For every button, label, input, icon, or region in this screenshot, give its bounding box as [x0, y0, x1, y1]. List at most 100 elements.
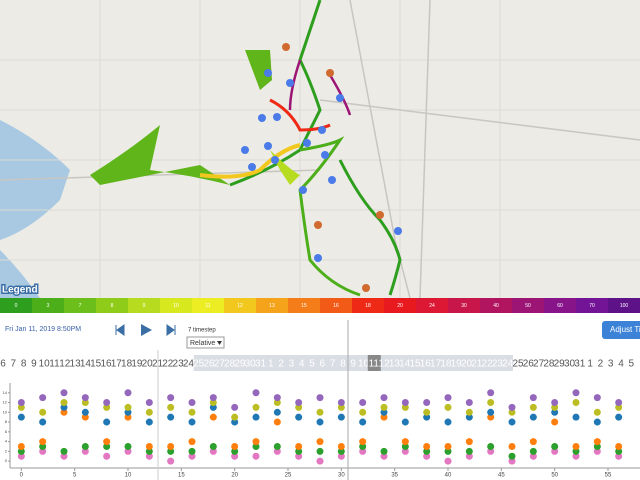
scale-label: 8	[111, 303, 114, 309]
scale-label: 10	[173, 303, 179, 309]
x-tick-label: 5	[73, 473, 77, 479]
data-point	[81, 408, 89, 416]
timeline-day: 7	[330, 359, 336, 370]
data-point	[209, 442, 217, 450]
data-point	[551, 442, 559, 450]
data-point	[295, 413, 303, 421]
data-point	[316, 408, 324, 416]
timestep-label: 7 timestep	[188, 328, 216, 334]
timeline-day: 8	[340, 359, 346, 370]
adjust-button-label[interactable]: Adjust Ti	[610, 325, 640, 334]
x-tick-label: 30	[338, 473, 345, 479]
mode-select[interactable]	[186, 336, 225, 349]
data-point	[572, 452, 580, 460]
data-point	[423, 413, 431, 421]
data-point	[508, 452, 516, 460]
select-arrow	[217, 341, 222, 345]
data-point	[487, 413, 495, 421]
data-point	[337, 452, 345, 460]
step-back-button[interactable]	[115, 324, 125, 336]
data-point	[401, 403, 409, 411]
data-point	[209, 403, 217, 411]
data-point	[529, 394, 537, 402]
step-forward-button[interactable]	[166, 324, 176, 336]
data-point	[252, 413, 260, 421]
data-point	[81, 447, 89, 455]
data-point	[487, 447, 495, 455]
timeline-window	[193, 355, 513, 371]
data-point	[572, 389, 580, 397]
timeline-day: 14	[80, 359, 92, 370]
data-point	[593, 418, 601, 426]
scale-label: 100	[620, 303, 629, 309]
scale-swatch	[544, 298, 577, 313]
data-point	[231, 418, 239, 426]
data-point	[380, 408, 388, 416]
y-tick-label: 8	[5, 419, 8, 424]
scale-swatch	[288, 298, 321, 313]
data-point	[167, 413, 175, 421]
scale-label: 7	[79, 303, 82, 309]
data-point	[337, 413, 345, 421]
timeline-day: 28	[543, 359, 555, 370]
data-point	[273, 408, 281, 416]
timeline-day: 8	[21, 359, 27, 370]
timeline-day: 6	[0, 359, 6, 370]
play-button[interactable]	[141, 324, 152, 336]
scale-label: 3	[47, 303, 50, 309]
map	[0, 0, 640, 299]
data-point	[273, 399, 281, 407]
timeline-day: 26	[523, 359, 535, 370]
data-point	[124, 447, 132, 455]
data-point	[359, 447, 367, 455]
data-point	[508, 403, 516, 411]
timeline-day: 20	[461, 359, 473, 370]
data-point	[337, 447, 345, 455]
data-point	[231, 447, 239, 455]
mode-value[interactable]: Relative	[190, 340, 215, 347]
y-tick-label: 12	[3, 400, 8, 405]
scale-label: 15	[301, 303, 307, 309]
data-point	[39, 394, 47, 402]
timeline-day: 10	[39, 359, 51, 370]
timeline-day: 20	[142, 359, 154, 370]
color-scale: 0 3 7 8 9 10 11 12 13 15 16 18 20 24 30 40 50 60 70 100	[0, 298, 640, 313]
data-point	[145, 452, 153, 460]
timeline-day: 14	[399, 359, 411, 370]
data-point	[572, 447, 580, 455]
data-point	[444, 394, 452, 402]
data-point	[380, 394, 388, 402]
data-point	[124, 403, 132, 411]
legend-title[interactable]: Legend	[1, 283, 40, 297]
data-point	[615, 442, 623, 450]
data-point	[487, 442, 495, 450]
timeline[interactable]: 6789101112131415161718192021222324252627…	[0, 355, 635, 371]
data-point	[103, 442, 111, 450]
data-point	[508, 408, 516, 416]
data-point	[17, 413, 25, 421]
data-point	[465, 413, 473, 421]
data-point	[444, 447, 452, 455]
data-point	[209, 447, 217, 455]
data-point	[444, 457, 452, 465]
y-tick-label: 6	[5, 429, 8, 434]
data-point	[359, 408, 367, 416]
data-point	[615, 447, 623, 455]
data-point	[295, 403, 303, 411]
timeline-day: 16	[100, 359, 112, 370]
timeline-day: 17	[111, 359, 123, 370]
data-point	[572, 413, 580, 421]
scale-label: 9	[143, 303, 146, 309]
timeline-day: 2	[278, 359, 284, 370]
scale-label: 12	[237, 303, 243, 309]
data-point	[145, 399, 153, 407]
data-point	[444, 403, 452, 411]
adjust-button[interactable]	[602, 321, 640, 339]
x-tick-label: 35	[391, 473, 398, 479]
x-tick-label: 45	[498, 473, 505, 479]
data-point	[188, 452, 196, 460]
data-point	[145, 442, 153, 450]
data-point	[209, 394, 217, 402]
data-point	[209, 413, 217, 421]
timeline-day: 23	[492, 359, 504, 370]
